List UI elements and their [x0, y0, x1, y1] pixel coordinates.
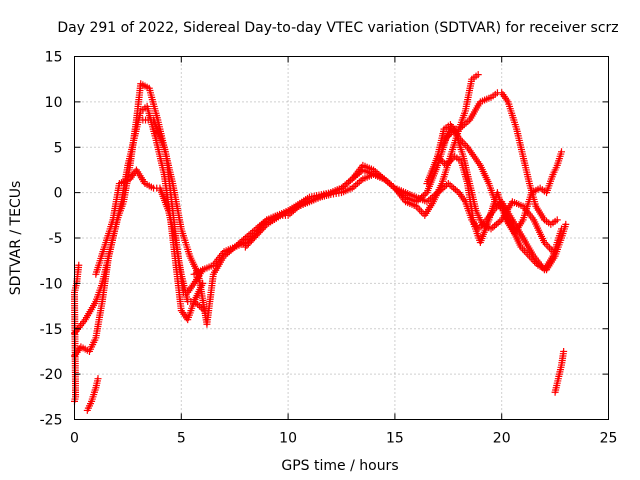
y-tick-label: 0 [54, 186, 63, 202]
tick-labels: 0 5 10 15 20 25 -25 -20 -15 -10 -5 0 5 10 15 [40, 50, 618, 447]
data-point [255, 228, 263, 236]
grid [74, 56, 609, 420]
series-track-c [92, 166, 209, 315]
x-tick-label: 25 [600, 431, 618, 447]
y-tick-label: 10 [45, 95, 63, 111]
data-point [246, 238, 254, 246]
data-point [243, 241, 251, 249]
data-point [258, 225, 266, 233]
data-point [251, 233, 259, 241]
data-point [94, 375, 102, 383]
data-point [558, 148, 566, 156]
data-point [252, 232, 260, 240]
x-tick-label: 20 [493, 431, 511, 447]
series-track-l [551, 347, 568, 396]
data-point [244, 240, 252, 248]
y-tick-label: -10 [40, 276, 63, 292]
y-axis-label: SDTVAR / TECUs [8, 181, 24, 296]
data-point [260, 224, 268, 232]
x-axis-label: GPS time / hours [281, 458, 398, 474]
y-tick-label: 5 [54, 140, 63, 156]
series-track-i [434, 148, 566, 247]
data-point [241, 243, 249, 251]
x-tick-label: 10 [279, 431, 297, 447]
data-point [257, 227, 265, 235]
data-point [553, 216, 561, 224]
data-point [562, 220, 570, 228]
y-tick-label: -5 [49, 231, 63, 247]
x-tick-label: 5 [177, 431, 186, 447]
x-tick-label: 15 [386, 431, 404, 447]
y-tick-label: -25 [40, 413, 63, 429]
data-point [474, 71, 482, 79]
y-tick-label: -20 [40, 367, 63, 383]
y-tick-label: 15 [45, 50, 63, 66]
y-tick-label: -15 [40, 322, 63, 338]
data-point [254, 230, 262, 238]
data-point [249, 235, 257, 243]
series-track-j [83, 375, 102, 414]
axis-ticks [74, 56, 609, 420]
data-point [75, 261, 83, 269]
data-point [560, 347, 568, 355]
x-tick-label: 0 [70, 431, 79, 447]
data-point [247, 237, 255, 245]
chart-title: Day 291 of 2022, Sidereal Day-to-day VTE… [57, 20, 618, 36]
